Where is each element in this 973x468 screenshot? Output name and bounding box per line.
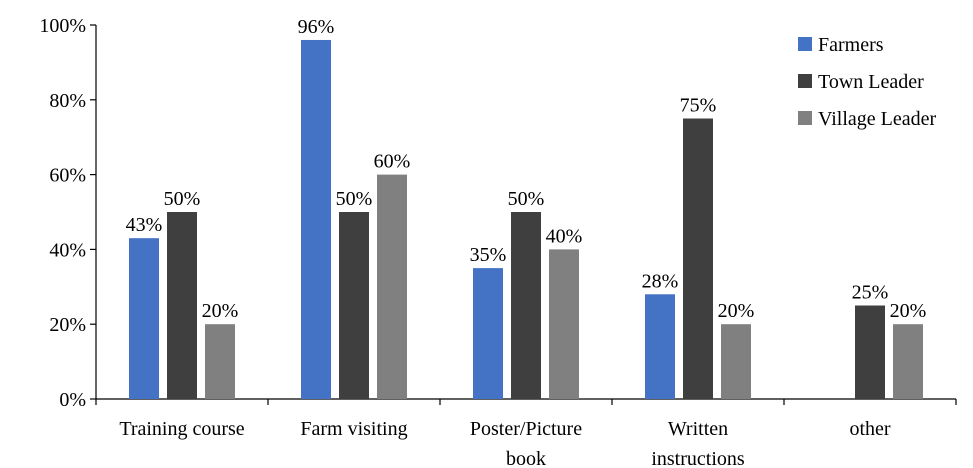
legend-swatch xyxy=(798,74,812,88)
bar xyxy=(167,212,197,399)
bar xyxy=(205,324,235,399)
x-tick-label: Poster/Picture xyxy=(470,418,582,440)
data-label: 35% xyxy=(470,244,507,266)
bar xyxy=(683,118,713,399)
legend-label: Farmers xyxy=(818,34,884,56)
bar xyxy=(721,324,751,399)
data-label: 50% xyxy=(336,188,373,210)
data-label: 43% xyxy=(126,214,163,236)
x-tick-label: Farm visiting xyxy=(300,418,407,440)
y-tick-label: 60% xyxy=(49,165,86,187)
x-tick-label: other xyxy=(849,418,890,440)
data-label: 20% xyxy=(718,300,755,322)
data-label: 20% xyxy=(890,300,927,322)
data-label: 50% xyxy=(164,188,201,210)
data-label: 96% xyxy=(298,16,335,38)
data-label: 20% xyxy=(202,300,239,322)
data-label: 50% xyxy=(508,188,545,210)
bar xyxy=(301,39,331,400)
bar xyxy=(645,294,675,399)
y-tick-label: 100% xyxy=(39,15,86,37)
y-tick-label: 40% xyxy=(49,239,86,261)
data-label: 25% xyxy=(852,282,889,304)
y-tick-label: 0% xyxy=(59,389,86,411)
bar xyxy=(473,268,503,399)
legend-label: Town Leader xyxy=(818,71,924,93)
bar xyxy=(893,324,923,399)
y-tick-label: 80% xyxy=(49,90,86,112)
bar xyxy=(129,238,159,399)
bar xyxy=(549,249,579,399)
bar xyxy=(511,212,541,399)
data-label: 28% xyxy=(642,270,679,292)
bar xyxy=(339,212,369,399)
bar xyxy=(377,174,407,399)
y-tick-label: 20% xyxy=(49,314,86,336)
data-label: 75% xyxy=(680,95,717,117)
x-tick-label: Written xyxy=(668,418,728,440)
x-tick-label: book xyxy=(506,448,546,468)
bar xyxy=(855,305,885,399)
data-label: 40% xyxy=(546,225,583,247)
legend-swatch xyxy=(798,37,812,51)
x-tick-label: Training course xyxy=(119,418,244,440)
legend-swatch xyxy=(798,111,812,125)
data-label: 60% xyxy=(374,151,411,173)
legend-label: Village Leader xyxy=(818,108,937,130)
x-tick-label: instructions xyxy=(651,448,745,468)
